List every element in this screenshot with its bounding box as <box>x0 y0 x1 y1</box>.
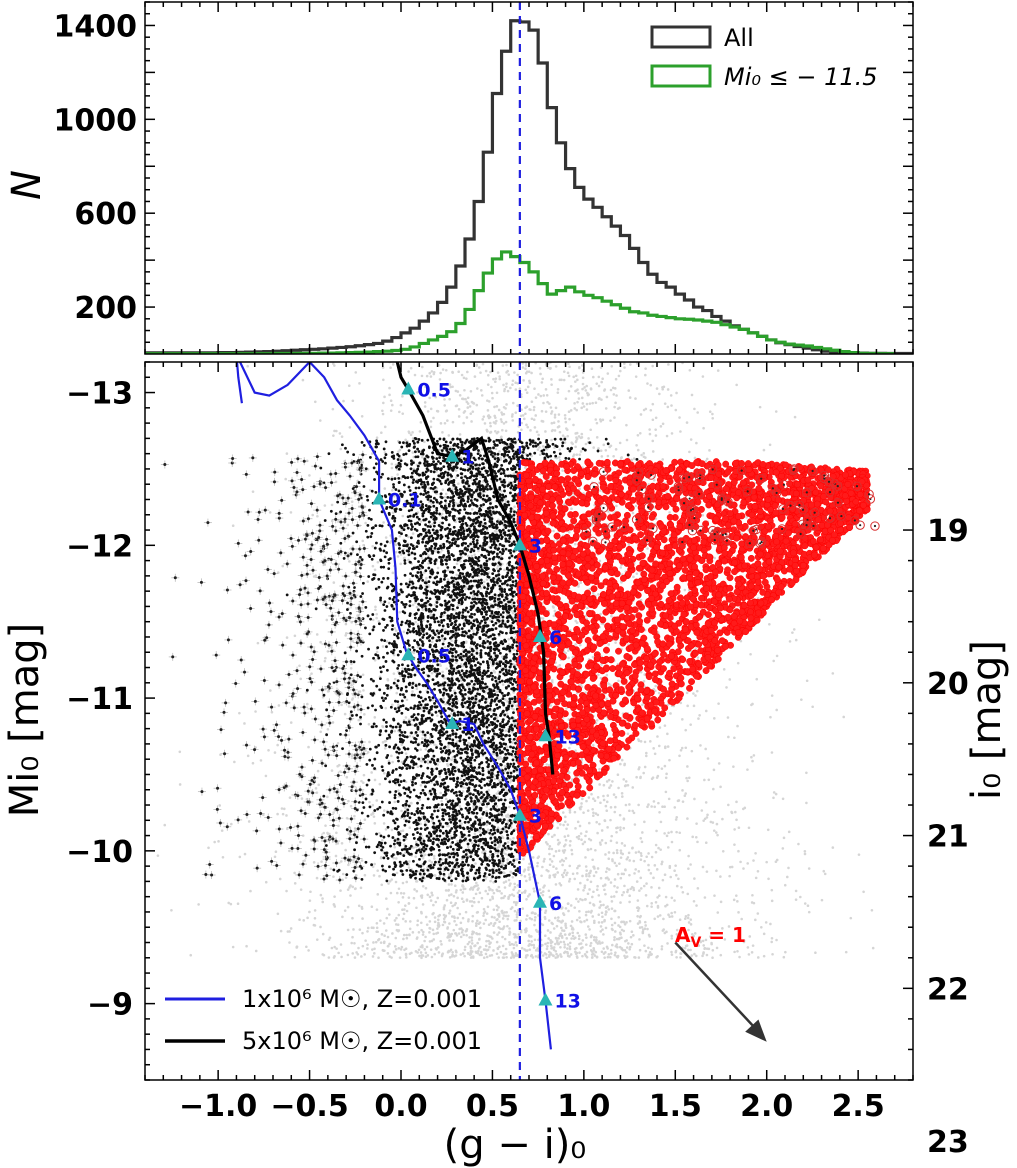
age-marker-label: 13 <box>554 991 580 1013</box>
age-marker-label: 3 <box>529 806 542 828</box>
xtick-label: 1.5 <box>649 1089 702 1124</box>
reddening-vector <box>674 941 767 1042</box>
top-legend: All Mi₀ ≤ − 11.5 <box>650 24 878 91</box>
age-marker-triangle <box>445 716 460 730</box>
right-ytick-label: 20 <box>927 667 969 702</box>
legend-label-bright: Mi₀ ≤ − 11.5 <box>724 63 878 91</box>
age-marker-triangle <box>401 647 416 661</box>
age-marker-triangle <box>445 448 460 462</box>
bottom-ytick-label: −9 <box>87 988 133 1023</box>
xtick-label: 2.5 <box>832 1089 885 1124</box>
histogram-series <box>145 2 913 354</box>
selected-red-sources <box>516 457 880 857</box>
xtick-label: 2.0 <box>740 1089 793 1124</box>
legend-swatch-bright <box>650 64 712 88</box>
top-panel-frame <box>144 1 914 355</box>
age-marker-label: 1 <box>461 447 474 469</box>
reddening-label: AV = 1 <box>675 923 746 951</box>
top-ytick-label: 600 <box>74 197 137 232</box>
top-ylabel: N <box>4 170 50 200</box>
age-marker-label: 0.5 <box>417 379 451 401</box>
histogram-bright <box>145 250 895 354</box>
reddening-arrow-head <box>745 1019 767 1042</box>
bottom-ytick-label: −13 <box>66 377 133 412</box>
top-ytick-label: 1400 <box>54 9 138 44</box>
bottom-ytick-label: −10 <box>66 835 133 870</box>
right-ylabel: i₀ [mag] <box>964 640 1010 800</box>
xtick-label: 1.0 <box>557 1089 610 1124</box>
isochrone-tracks <box>235 362 555 1080</box>
age-marker-label: 3 <box>529 535 542 557</box>
bottom-legend: 1x10⁶ M☉, Z=0.001 5x10⁶ M☉, Z=0.001 <box>165 985 482 1055</box>
age-marker-label: 1 <box>461 714 474 736</box>
age-marker-triangle <box>401 381 416 395</box>
xtick-label: 0.0 <box>374 1089 427 1124</box>
age-marker-triangle <box>538 728 553 742</box>
right-ytick-label: 19 <box>927 514 969 549</box>
age-marker-label: 0.1 <box>388 489 422 511</box>
age-marker-triangle <box>372 491 387 505</box>
top-ytick-label: 1000 <box>54 103 138 138</box>
track-5e6 <box>395 362 555 775</box>
scatter-points <box>156 362 880 960</box>
age-marker-triangle <box>532 628 547 642</box>
bottom-ylabel: Mi₀ [mag] <box>2 623 48 817</box>
xtick-label: −1.0 <box>179 1089 257 1124</box>
xtick-label: 0.5 <box>466 1089 519 1124</box>
top-ytick-label: 200 <box>74 291 137 326</box>
age-marker-triangle <box>538 992 553 1006</box>
age-marker-label: 6 <box>549 893 562 915</box>
legend-label-black-track: 5x10⁶ M☉, Z=0.001 <box>242 1027 482 1055</box>
legend-label-all: All <box>724 24 754 52</box>
legend-label-blue-track: 1x10⁶ M☉, Z=0.001 <box>242 985 482 1013</box>
bottom-ytick-label: −11 <box>66 682 133 717</box>
age-marker-triangle <box>512 537 527 551</box>
legend-swatch-all <box>650 25 712 49</box>
bottom-ytick-label: −12 <box>66 529 133 564</box>
age-marker-triangle <box>512 807 527 821</box>
right-ytick-label: 22 <box>927 972 969 1007</box>
age-marker-triangle <box>532 894 547 908</box>
age-marker-label: 0.5 <box>417 645 451 667</box>
right-ytick-label: 23 <box>927 1125 969 1160</box>
age-marker-label: 13 <box>554 726 580 748</box>
right-ytick-label: 21 <box>927 820 969 855</box>
dense-source-cloud <box>285 436 639 883</box>
axis-ticks: 200 600 1000 1400 −13 −12 −11 −10 −9 19 20 21 22 23 −1… <box>54 1 969 1160</box>
xtick-label: −0.5 <box>270 1089 348 1124</box>
sparse-blue-sources <box>160 450 369 885</box>
age-marker-label: 6 <box>549 627 562 649</box>
xlabel: (g − i)₀ <box>444 1122 587 1168</box>
reddening-arrow-shaft <box>674 941 758 1031</box>
